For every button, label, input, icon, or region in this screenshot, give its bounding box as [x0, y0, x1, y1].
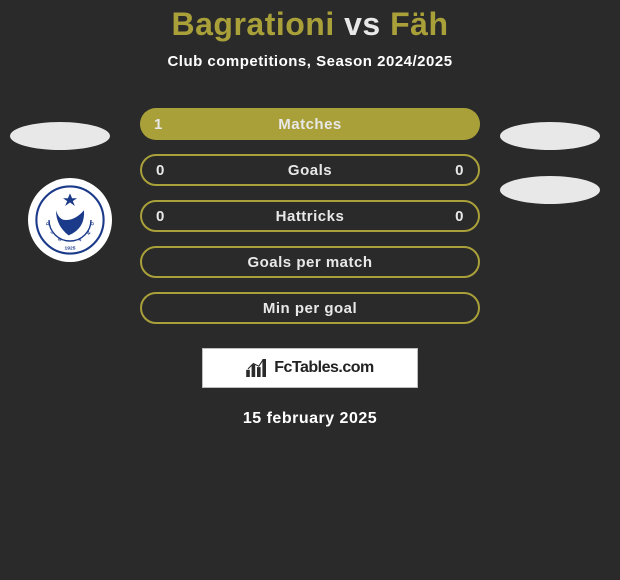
stat-left-value: 0 [156, 208, 165, 225]
title-right: Fäh [390, 6, 448, 42]
date-line: 15 february 2025 [0, 410, 620, 428]
stat-left-value: 1 [154, 116, 163, 133]
stat-label: Goals per match [247, 254, 372, 271]
stat-row-hattricks: 0 Hattricks 0 [140, 200, 480, 232]
player-right-ellipse-1 [500, 122, 600, 150]
dinamo-tbilisi-icon: D I N A M O 1925 [35, 185, 105, 255]
stat-row-min-per-goal: Min per goal [140, 292, 480, 324]
page-title: Bagrationi vs Fäh [0, 0, 620, 43]
bars-icon [246, 359, 268, 377]
stat-row-matches: 1 Matches [140, 108, 480, 140]
stat-label: Min per goal [263, 300, 357, 317]
player-right-ellipse-2 [500, 176, 600, 204]
stat-row-goals-per-match: Goals per match [140, 246, 480, 278]
title-vs: vs [344, 6, 390, 42]
stat-label: Hattricks [276, 208, 345, 225]
club-year: 1925 [65, 245, 76, 251]
player-left-ellipse [10, 122, 110, 150]
club-logo-left: D I N A M O 1925 [28, 178, 112, 262]
subtitle: Club competitions, Season 2024/2025 [0, 53, 620, 70]
title-left: Bagrationi [172, 6, 335, 42]
brand-text: FcTables.com [274, 359, 374, 377]
brand-watermark[interactable]: FcTables.com [202, 348, 418, 388]
stat-row-goals: 0 Goals 0 [140, 154, 480, 186]
stat-right-value: 0 [455, 162, 464, 179]
stat-label: Goals [288, 162, 332, 179]
stat-left-value: 0 [156, 162, 165, 179]
stat-label: Matches [278, 116, 342, 133]
stat-right-value: 0 [455, 208, 464, 225]
